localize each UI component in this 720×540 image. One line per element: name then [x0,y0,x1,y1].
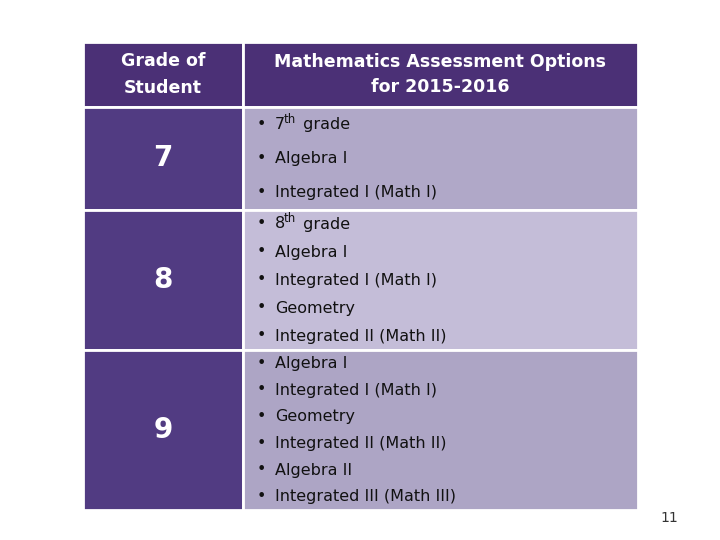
Text: grade: grade [298,217,350,232]
Text: Integrated III (Math III): Integrated III (Math III) [275,489,456,504]
Bar [83,107,243,210]
Text: Integrated II (Math II): Integrated II (Math II) [275,328,446,343]
Text: Algebra I: Algebra I [275,245,347,260]
Text: •: • [256,489,266,504]
Text: Geometry: Geometry [275,409,355,424]
Text: 8: 8 [153,266,173,294]
Text: Integrated I (Math I): Integrated I (Math I) [275,185,437,200]
Text: •: • [256,436,266,451]
Text: Geometry: Geometry [275,300,355,315]
Text: Mathematics Assessment Options
for 2015-2016: Mathematics Assessment Options for 2015-… [274,53,606,96]
Text: •: • [256,273,266,287]
Text: •: • [256,382,266,397]
Text: •: • [256,217,266,232]
Text: •: • [256,300,266,315]
Bar [243,42,638,107]
Text: th: th [284,113,296,126]
Bar [243,107,638,210]
Bar [83,210,243,350]
Text: 9: 9 [153,416,173,444]
Bar [83,350,243,510]
Text: Algebra I: Algebra I [275,151,347,166]
Text: •: • [256,356,266,371]
Text: •: • [256,117,266,132]
Text: Algebra I: Algebra I [275,356,347,371]
Text: th: th [284,213,296,226]
Text: •: • [256,328,266,343]
Text: grade: grade [298,117,350,132]
Text: 7: 7 [275,117,285,132]
Text: •: • [256,462,266,477]
Text: Integrated II (Math II): Integrated II (Math II) [275,436,446,451]
Text: 7: 7 [153,145,173,172]
Text: •: • [256,151,266,166]
Text: •: • [256,409,266,424]
Text: •: • [256,185,266,200]
Text: Grade of
Student: Grade of Student [121,52,205,97]
Text: Algebra II: Algebra II [275,462,352,477]
Bar [83,42,243,107]
Bar [243,210,638,350]
Text: 11: 11 [660,511,678,525]
Text: Integrated I (Math I): Integrated I (Math I) [275,273,437,287]
Text: Integrated I (Math I): Integrated I (Math I) [275,382,437,397]
Text: •: • [256,245,266,260]
Text: 8: 8 [275,217,285,232]
Bar [243,350,638,510]
